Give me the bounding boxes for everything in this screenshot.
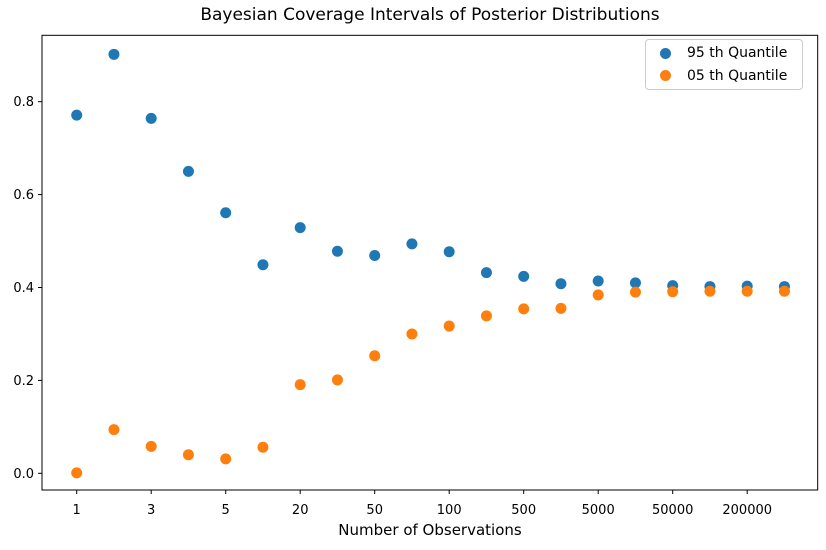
x-tick-label: 5000 — [582, 503, 615, 518]
data-point-series-0 — [629, 277, 641, 289]
x-axis-label: Number of Observations — [338, 521, 522, 539]
x-tick-label: 20 — [292, 503, 309, 518]
data-point-series-1 — [257, 441, 269, 453]
x-tick-label: 200000 — [722, 503, 772, 518]
data-point-series-1 — [629, 286, 641, 298]
data-point-series-1 — [592, 289, 604, 301]
data-point-series-1 — [667, 286, 679, 298]
x-tick-label: 3 — [147, 503, 155, 518]
data-point-series-0 — [145, 112, 157, 124]
y-tick-label: 0.8 — [13, 95, 34, 110]
data-point-series-0 — [480, 267, 492, 279]
y-tick-label: 0.4 — [13, 281, 34, 296]
x-tick-label: 50 — [366, 503, 383, 518]
data-point-series-0 — [555, 278, 567, 290]
data-point-series-1 — [741, 285, 753, 297]
x-tick-label: 500 — [511, 503, 536, 518]
data-point-series-1 — [778, 285, 790, 297]
data-point-series-0 — [331, 245, 343, 257]
data-point-series-1 — [71, 467, 83, 479]
legend-label-95th: 95 th Quantile — [687, 45, 788, 62]
y-tick-label: 0.6 — [13, 188, 34, 203]
data-point-series-1 — [555, 302, 567, 314]
plot-border — [41, 34, 819, 491]
data-point-series-1 — [331, 374, 343, 386]
data-point-series-0 — [257, 259, 269, 271]
data-point-series-0 — [294, 222, 306, 234]
x-tick-label: 100 — [437, 503, 462, 518]
data-point-series-0 — [108, 48, 120, 60]
legend-entry-05th: 05 th Quantile — [646, 68, 802, 84]
chart-title: Bayesian Coverage Intervals of Posterior… — [200, 5, 660, 25]
data-point-series-1 — [145, 440, 157, 452]
x-tick-label: 50000 — [652, 503, 693, 518]
data-point-series-1 — [108, 424, 120, 436]
data-point-series-1 — [369, 350, 381, 362]
data-point-series-0 — [592, 275, 604, 287]
data-point-series-0 — [518, 270, 530, 282]
data-point-series-1 — [220, 453, 232, 465]
y-tick-label: 0.0 — [13, 467, 34, 482]
data-point-series-0 — [182, 165, 194, 177]
legend-label-05th: 05 th Quantile — [687, 67, 788, 84]
data-point-series-1 — [294, 379, 306, 391]
data-point-series-0 — [220, 207, 232, 219]
data-point-series-0 — [71, 109, 83, 121]
data-point-series-0 — [369, 249, 381, 261]
data-point-series-1 — [182, 449, 194, 461]
data-point-series-1 — [518, 303, 530, 315]
y-tick-label: 0.2 — [13, 374, 34, 389]
data-point-series-0 — [406, 238, 418, 250]
legend-marker-95th-icon — [660, 47, 671, 59]
data-point-series-1 — [406, 328, 418, 340]
data-point-series-1 — [480, 310, 492, 322]
data-point-series-1 — [704, 285, 716, 297]
legend-marker-05th-icon — [660, 70, 671, 82]
legend: 95 th Quantile 05 th Quantile — [645, 39, 803, 90]
legend-entry-95th: 95 th Quantile — [646, 45, 802, 61]
data-point-series-1 — [443, 320, 455, 332]
data-point-series-0 — [443, 246, 455, 258]
x-tick-label: 5 — [222, 503, 230, 518]
x-tick-label: 1 — [73, 503, 81, 518]
